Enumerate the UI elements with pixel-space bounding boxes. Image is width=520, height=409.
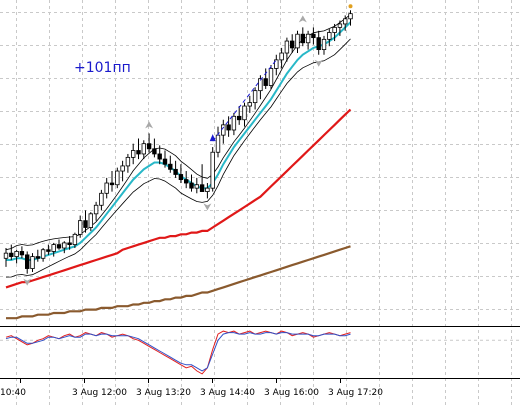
candle-body — [295, 33, 300, 49]
candle-body — [332, 26, 337, 33]
envelope — [5, 14, 351, 278]
candle-body — [252, 90, 258, 104]
time-tick-label: 3 Aug 14:40 — [200, 388, 255, 398]
arrow-markers — [23, 4, 353, 286]
candle-body — [279, 52, 284, 61]
candle-body — [305, 33, 311, 44]
candle-body — [78, 220, 83, 235]
candle-body — [162, 158, 168, 165]
candle-body — [146, 143, 152, 150]
candle-body — [136, 150, 141, 155]
candle-body — [56, 244, 62, 249]
candle-body — [199, 184, 205, 192]
candle-body — [284, 40, 290, 54]
candle-body — [321, 38, 327, 51]
candle-body — [337, 23, 343, 28]
candle-body — [46, 249, 51, 252]
candle-body — [72, 233, 78, 246]
candle-body — [83, 220, 88, 228]
candle-body — [109, 182, 115, 186]
candle-body — [231, 115, 237, 131]
oscillator-main-line — [5, 330, 351, 375]
candle-body — [348, 13, 353, 20]
ma-mid-line — [5, 108, 352, 289]
moving-averages — [5, 21, 352, 320]
candle-body — [215, 134, 221, 153]
arrow-down-icon — [314, 59, 323, 67]
candle-body — [247, 102, 252, 107]
envelope-upper-line — [5, 14, 351, 251]
candle-body — [51, 244, 56, 252]
candle-body — [289, 40, 295, 49]
candle-body — [35, 256, 40, 259]
candle-body — [93, 204, 99, 215]
candle-body — [342, 18, 348, 25]
candle-body — [221, 124, 226, 136]
candle-body — [40, 249, 46, 259]
profit-annotation: +101пп — [74, 60, 131, 76]
candle-body — [274, 59, 279, 69]
arrow-down-icon — [203, 203, 212, 211]
arrow-down-icon — [23, 278, 32, 286]
candle-body — [236, 115, 242, 121]
candle-body — [115, 170, 120, 186]
candle-body — [263, 78, 268, 86]
time-tick-label: 3 Aug 13:20 — [136, 388, 191, 398]
candle-body — [226, 124, 231, 131]
candle-body — [157, 153, 162, 160]
candle-body — [258, 78, 263, 92]
oscillator-pane — [0, 330, 520, 375]
envelope-lower-line — [5, 38, 351, 278]
candle-body — [205, 187, 210, 192]
oscillator-signal-line — [5, 332, 351, 372]
arrow-up-icon — [145, 121, 154, 129]
candle-body — [9, 252, 14, 257]
ma-fast-line — [6, 21, 352, 261]
candle-body — [183, 179, 189, 184]
candle-body — [120, 165, 125, 172]
candle-body — [104, 182, 109, 194]
candle-body — [130, 150, 136, 158]
candle-body — [210, 151, 215, 189]
candle-body — [173, 168, 178, 175]
candle-body — [311, 33, 316, 39]
candle-body — [67, 242, 72, 246]
time-tick-label: 3 Aug 12:00 — [72, 388, 127, 398]
arrow-up-icon — [298, 15, 307, 23]
candle-body — [88, 213, 93, 228]
candle-body — [141, 143, 146, 155]
ma-slow-line — [6, 245, 351, 320]
candle-body — [316, 37, 321, 51]
time-tick-label: 10:40 — [0, 388, 26, 398]
last-price-marker-icon — [348, 4, 353, 9]
candle-body — [62, 242, 67, 249]
candle-body — [125, 156, 131, 167]
candle-body — [152, 148, 157, 155]
candle-body — [268, 68, 274, 86]
candles — [3, 10, 353, 274]
time-axis: 10:40 3 Aug 12:00 3 Aug 13:20 3 Aug 14:40 3 … — [0, 378, 383, 398]
candle-body — [99, 192, 104, 206]
candle-body — [168, 163, 173, 170]
candle-body — [24, 254, 30, 269]
candle-body — [14, 251, 19, 257]
time-tick-label: 3 Aug 17:20 — [328, 388, 383, 398]
candle-body — [178, 174, 184, 181]
candle-body — [189, 182, 194, 189]
candle-body — [19, 251, 25, 256]
time-tick-label: 3 Aug 16:00 — [264, 388, 319, 398]
signal-trend-line — [212, 59, 277, 142]
candle-body — [327, 32, 332, 40]
candle-body — [194, 184, 199, 189]
candle-body — [242, 105, 247, 121]
candle-body — [3, 252, 9, 259]
candle-body — [300, 33, 305, 44]
candle-body — [30, 256, 35, 269]
